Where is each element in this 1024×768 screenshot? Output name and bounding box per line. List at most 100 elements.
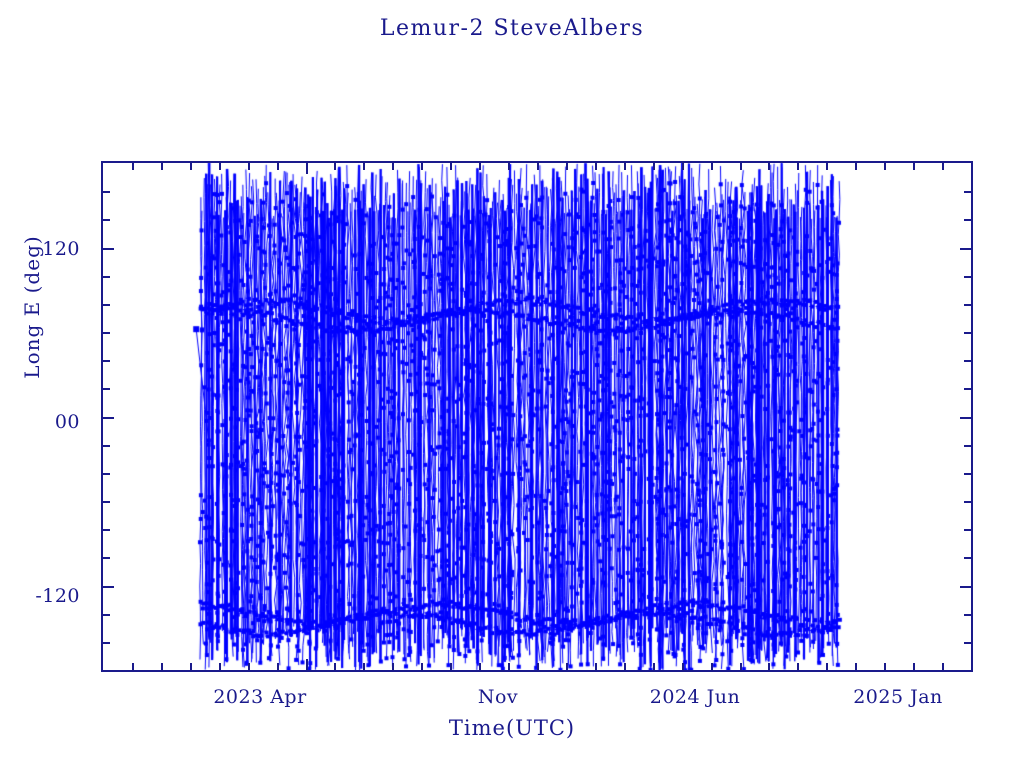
x-axis-tick	[768, 163, 770, 170]
x-axis-tick	[334, 663, 336, 670]
x-axis-tick	[306, 163, 308, 174]
x-axis-tick	[595, 663, 597, 670]
x-axis-tick	[942, 663, 944, 670]
y-axis-tick	[103, 501, 110, 503]
x-tick-label-2023-apr: 2023 Apr	[213, 686, 307, 708]
x-axis-tick	[248, 663, 250, 670]
x-axis-tick	[624, 163, 626, 170]
x-axis-tick	[190, 163, 192, 170]
x-axis-tick	[537, 663, 539, 670]
x-axis-tick	[797, 163, 799, 170]
x-axis-tick	[363, 663, 365, 670]
y-axis-tick	[964, 473, 971, 475]
y-axis-tick	[960, 586, 971, 588]
x-axis-tick	[913, 163, 915, 170]
x-axis-tick	[740, 663, 742, 670]
y-axis-tick	[964, 332, 971, 334]
x-axis-tick	[913, 663, 915, 670]
x-axis-tick	[479, 163, 481, 170]
x-tick-label-2024-jun: 2024 Jun	[649, 686, 741, 708]
y-axis-tick	[964, 388, 971, 390]
y-axis-tick	[103, 614, 110, 616]
x-axis-tick	[363, 163, 365, 170]
x-axis-tick	[682, 163, 684, 170]
y-axis-tick	[103, 304, 110, 306]
x-axis-tick	[219, 663, 221, 670]
y-axis-tick	[103, 445, 110, 447]
x-axis-tick	[884, 163, 886, 170]
x-axis-tick	[653, 163, 655, 170]
x-axis-tick	[855, 163, 857, 170]
y-axis-tick	[964, 276, 971, 278]
x-axis-tick	[768, 663, 770, 670]
y-axis-tick	[964, 614, 971, 616]
y-axis-tick	[103, 248, 114, 250]
y-axis-tick	[103, 529, 110, 531]
y-axis-tick	[103, 276, 110, 278]
x-axis-tick	[190, 663, 192, 670]
y-axis-tick	[964, 304, 971, 306]
x-axis-tick	[450, 663, 452, 670]
y-axis-tick	[964, 529, 971, 531]
x-axis-tick	[566, 663, 568, 670]
x-axis-tick	[132, 663, 134, 670]
y-axis-tick	[103, 417, 114, 419]
y-tick-label-00: 00	[54, 411, 80, 433]
x-axis-tick	[479, 663, 481, 670]
x-axis-tick	[826, 663, 828, 670]
x-axis-tick	[392, 163, 394, 170]
y-axis-tick	[964, 445, 971, 447]
y-axis-tick	[964, 557, 971, 559]
y-tick-label-minus-120: -120	[35, 585, 80, 607]
y-axis-tick	[964, 501, 971, 503]
x-axis-tick	[566, 163, 568, 170]
y-axis-tick	[964, 191, 971, 193]
x-axis-tick	[421, 663, 423, 670]
x-axis-tick	[624, 663, 626, 670]
y-axis-tick	[103, 219, 110, 221]
y-axis-tick	[103, 360, 110, 362]
x-axis-tick	[219, 163, 221, 170]
x-axis-tick	[277, 163, 279, 170]
x-axis-tick	[161, 163, 163, 170]
x-axis-tick	[595, 163, 597, 170]
x-axis-tick	[277, 663, 279, 670]
y-tick-label-120: 120	[42, 238, 80, 260]
y-axis-title: Long E (deg)	[20, 235, 44, 379]
x-axis-tick	[682, 663, 684, 670]
x-tick-label-nov: Nov	[477, 686, 519, 708]
plot-area	[101, 161, 973, 672]
x-tick-label-2025-jan: 2025 Jan	[853, 686, 943, 708]
x-axis-tick	[248, 163, 250, 170]
x-axis-tick	[797, 663, 799, 670]
y-axis-tick	[103, 191, 110, 193]
x-axis-tick	[711, 163, 713, 170]
page-title: Lemur-2 SteveAlbers	[379, 16, 645, 41]
x-axis-tick	[132, 163, 134, 170]
x-axis-title: Time(UTC)	[448, 716, 576, 740]
x-axis-tick	[884, 663, 886, 670]
x-axis-tick	[537, 163, 539, 170]
x-axis-tick	[826, 163, 828, 170]
x-axis-tick	[392, 663, 394, 670]
y-axis-tick	[964, 360, 971, 362]
x-axis-tick	[508, 663, 510, 670]
y-axis-tick	[960, 417, 971, 419]
x-axis-tick	[855, 663, 857, 670]
y-axis-tick	[964, 642, 971, 644]
y-axis-tick	[103, 586, 114, 588]
y-axis-tick	[960, 248, 971, 250]
x-axis-tick	[508, 163, 510, 170]
y-axis-tick	[103, 473, 110, 475]
x-axis-tick	[334, 163, 336, 170]
y-axis-tick	[103, 332, 110, 334]
y-axis-tick	[103, 642, 110, 644]
x-axis-tick	[306, 659, 308, 670]
y-axis-tick	[964, 219, 971, 221]
x-axis-tick	[740, 163, 742, 170]
x-axis-tick	[161, 663, 163, 670]
x-axis-tick	[711, 663, 713, 670]
x-axis-tick	[450, 163, 452, 170]
data-series-canvas	[103, 163, 971, 670]
